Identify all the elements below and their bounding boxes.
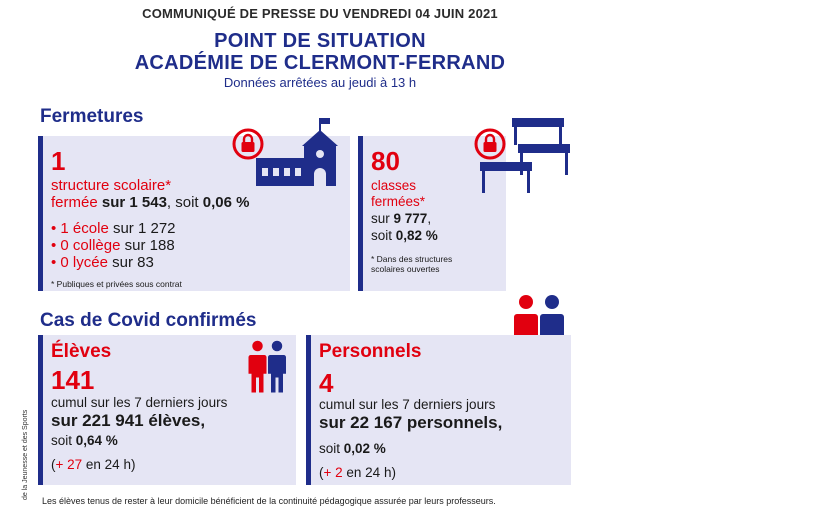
classes-pct-line: soit 0,82 %: [371, 228, 438, 244]
people-icon: [248, 340, 286, 393]
soit-word: soit: [319, 441, 344, 456]
classes-total: 9 777: [393, 211, 428, 226]
paren: (: [51, 457, 56, 472]
item-lycee-closed: • 0 lycée: [51, 254, 108, 271]
list-item: • 0 collège sur 188: [51, 237, 175, 255]
personnels-total: sur 22 167 personnels,: [319, 413, 503, 432]
item-college-total: sur 188: [120, 237, 175, 254]
section-title-covid: Cas de Covid confirmés: [40, 310, 257, 331]
press-release-date: COMMUNIQUÉ DE PRESSE DU VENDREDI 04 JUIN…: [142, 6, 498, 21]
page-title-line2: ACADÉMIE DE CLERMONT-FERRAND: [134, 52, 506, 74]
classes-total-line: sur 9 777,: [371, 211, 431, 227]
item-lycee-total: sur 83: [107, 254, 154, 271]
personnels-pct-line: soit 0,02 %: [319, 441, 386, 457]
eleves-pct: 0,64 %: [75, 433, 118, 448]
card-accent-bar: [306, 335, 311, 485]
page-title-line1: POINT DE SITUATION: [214, 30, 426, 52]
personnels-24h-text: en 24 h): [342, 465, 396, 480]
closed-word: fermée: [51, 194, 98, 211]
classes-closed-label: fermées*: [371, 194, 426, 209]
soit-word: soit: [371, 228, 396, 243]
classes-footnote-2: scolaires ouvertes: [371, 264, 440, 274]
data-date-subtitle: Données arrêtées au jeudi à 13 h: [223, 75, 417, 90]
eleves-24h-delta: + 27: [55, 457, 83, 472]
card-personnels: Personnels 4 cumul sur les 7 derniers jo…: [306, 335, 571, 485]
list-item: • 1 école sur 1 272: [51, 220, 176, 238]
eleves-24h-line: (+ 27 en 24 h): [51, 457, 135, 473]
paren: (: [319, 465, 324, 480]
soit-word: , soit: [166, 194, 203, 211]
desks-icon: [480, 118, 570, 193]
item-school-closed: • 1 école: [51, 220, 109, 237]
structures-pct: 0,06 %: [202, 194, 250, 211]
structures-closed-line: fermée sur 1 543, soit 0,06 %: [51, 194, 249, 212]
comma: ,: [427, 211, 432, 226]
eleves-total: sur 221 941 élèves,: [51, 411, 206, 430]
item-college-closed: • 0 collège: [51, 237, 121, 254]
personnels-pct: 0,02 %: [343, 441, 386, 456]
eleves-cumul: cumul sur les 7 derniers jours: [51, 395, 228, 410]
section-title-fermetures: Fermetures: [40, 106, 144, 127]
sur-word: sur: [371, 211, 394, 226]
eleves-heading: Élèves: [51, 341, 112, 362]
card-accent-bar: [38, 136, 43, 291]
side-credit: de la Jeunesse et des Sports: [22, 409, 29, 500]
eleves-count: 141: [51, 365, 95, 395]
classes-count: 80: [371, 146, 400, 176]
personnels-cumul: cumul sur les 7 derniers jours: [319, 397, 496, 412]
card-classes: 80 classes fermées* sur 9 777, soit 0,82…: [358, 136, 506, 291]
card-accent-bar: [38, 335, 43, 485]
personnels-heading: Personnels: [319, 341, 422, 362]
eleves-pct-line: soit 0,64 %: [51, 433, 118, 449]
eleves-24h-text: en 24 h): [82, 457, 136, 472]
school-building-icon: [256, 118, 338, 186]
footer-note: Les élèves tenus de rester à leur domici…: [42, 496, 496, 506]
item-school-total: sur 1 272: [108, 220, 176, 237]
list-item: • 0 lycée sur 83: [51, 254, 154, 272]
structures-footnote: * Publiques et privées sous contrat: [51, 279, 182, 289]
structures-label: structure scolaire*: [51, 177, 172, 194]
sur-word: sur: [97, 194, 130, 211]
classes-label: classes: [371, 178, 417, 193]
structures-count: 1: [51, 146, 66, 176]
card-accent-bar: [358, 136, 363, 291]
personnels-24h-line: (+ 2 en 24 h): [319, 465, 396, 481]
classes-footnote-1: * Dans des structures: [371, 254, 453, 264]
soit-word: soit: [51, 433, 76, 448]
personnels-24h-delta: + 2: [323, 465, 343, 480]
structures-total: 1 543: [129, 194, 167, 211]
classes-pct: 0,82 %: [395, 228, 438, 243]
lock-icon: [232, 128, 264, 160]
lock-icon: [474, 128, 506, 160]
personnels-count: 4: [319, 368, 334, 398]
